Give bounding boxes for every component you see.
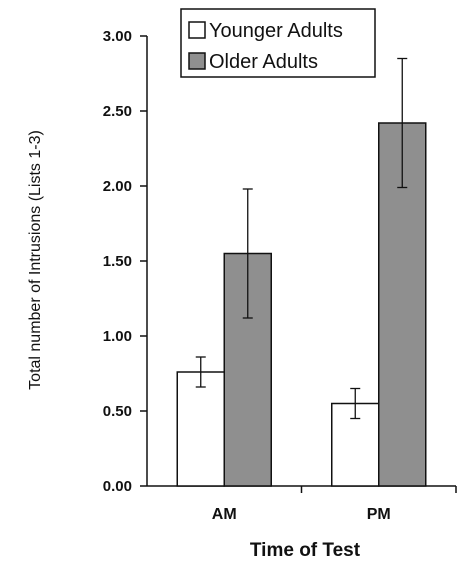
y-tick-label: 2.00	[103, 178, 132, 195]
y-tick-label: 0.50	[103, 403, 132, 420]
bars	[176, 122, 427, 487]
legend-swatch-younger	[188, 21, 206, 39]
y-tick-label: 0.00	[103, 478, 132, 495]
legend-label-older: Older Adults	[209, 51, 318, 73]
legend-label-younger: Younger Adults	[209, 20, 343, 42]
x-category-label: AM	[212, 506, 237, 523]
error-bars	[195, 57, 408, 420]
legend-box	[180, 8, 376, 78]
y-ticks: 0.00 0.50 1.00 1.50 2.00 2.50 3.00	[103, 28, 147, 495]
y-axis-title: Total number of Intrusions (Lists 1-3)	[27, 130, 44, 390]
x-axis-title: Time of Test	[250, 540, 361, 561]
legend: Younger Adults Older Adults	[180, 8, 376, 78]
x-categories: AM PM	[212, 506, 391, 523]
y-tick-label: 1.50	[103, 253, 132, 270]
y-tick-label: 1.00	[103, 328, 132, 345]
y-tick-label: 2.50	[103, 103, 132, 120]
x-category-label: PM	[367, 506, 391, 523]
bar-younger-am	[176, 371, 225, 487]
y-tick-label: 3.00	[103, 28, 132, 45]
legend-swatch-older	[188, 52, 206, 70]
